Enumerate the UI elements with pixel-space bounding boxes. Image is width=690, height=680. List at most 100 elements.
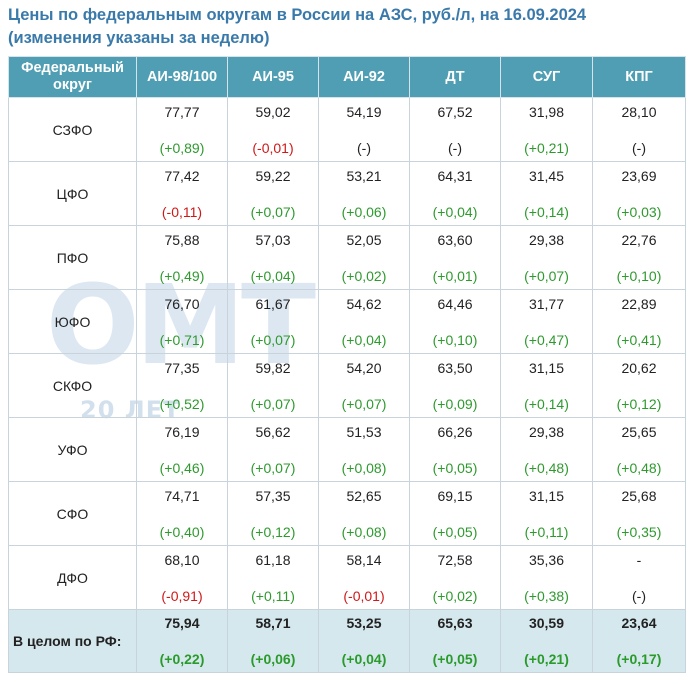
table-row: СЗФО 77,77 (+0,89) 59,02 (-0,01) 54,19 (-) 67,5…: [8, 97, 686, 162]
price-value: 69,15: [437, 487, 473, 504]
price-change: (+0,04): [432, 203, 478, 220]
price-change: (+0,21): [524, 651, 569, 667]
price-value: 57,35: [255, 487, 291, 504]
price-value: 77,42: [164, 167, 200, 184]
price-cell: 51,53 (+0,08): [318, 417, 410, 482]
price-value: 58,14: [346, 551, 382, 568]
price-change: (+0,07): [524, 267, 569, 284]
price-change: (+0,04): [341, 651, 387, 667]
price-value: 66,26: [437, 423, 473, 440]
price-change: (+0,49): [159, 267, 205, 284]
price-value: 22,76: [621, 231, 657, 248]
price-change: (+0,11): [524, 523, 569, 540]
price-cell: 22,89 (+0,41): [592, 289, 686, 354]
price-change: (+0,05): [432, 523, 478, 540]
price-change: (+0,05): [432, 651, 478, 667]
price-value: 64,46: [437, 295, 473, 312]
price-change: (+0,41): [616, 331, 662, 348]
price-cell: 25,68 (+0,35): [592, 481, 686, 546]
price-value: 74,71: [164, 487, 200, 504]
price-change: (-): [632, 587, 646, 604]
price-value: 23,64: [621, 615, 657, 631]
table-row: УФО 76,19 (+0,46) 56,62 (+0,07) 51,53 (+0,08) 6…: [8, 417, 686, 482]
price-cell: 75,94 (+0,22): [136, 609, 228, 673]
table-row: СКФО 77,35 (+0,52) 59,82 (+0,07) 54,20 (+0,07)…: [8, 353, 686, 418]
price-value: 28,10: [621, 103, 657, 120]
price-cell: 53,21 (+0,06): [318, 161, 410, 226]
price-value: 68,10: [164, 551, 200, 568]
price-value: 77,35: [164, 359, 200, 376]
price-cell: 54,20 (+0,07): [318, 353, 410, 418]
price-cell: 35,36 (+0,38): [500, 545, 593, 610]
region-cell: СЗФО: [8, 97, 137, 162]
table-total-row: В целом по РФ: 75,94 (+0,22) 58,71 (+0,06) 53…: [8, 609, 686, 673]
price-change: (+0,07): [250, 331, 296, 348]
price-cell: 29,38 (+0,48): [500, 417, 593, 482]
price-change: (+0,22): [159, 651, 205, 667]
price-cell: 54,62 (+0,04): [318, 289, 410, 354]
price-cell: 66,26 (+0,05): [409, 417, 501, 482]
price-value: 53,25: [346, 615, 382, 631]
header-sug: СУГ: [500, 56, 593, 98]
price-value: 64,31: [437, 167, 473, 184]
price-value: 76,70: [164, 295, 200, 312]
header-region: Федеральный округ: [8, 56, 137, 98]
price-change: (+0,07): [250, 203, 296, 220]
price-change: (+0,05): [432, 459, 478, 476]
price-cell: 69,15 (+0,05): [409, 481, 501, 546]
price-cell: 56,62 (+0,07): [227, 417, 319, 482]
price-value: 54,20: [346, 359, 382, 376]
price-change: (+0,14): [524, 395, 569, 412]
table-row: СФО 74,71 (+0,40) 57,35 (+0,12) 52,65 (+0,08) 6…: [8, 481, 686, 546]
header-dt: ДТ: [409, 56, 501, 98]
price-change: (-0,11): [161, 203, 203, 220]
price-cell: 31,45 (+0,14): [500, 161, 593, 226]
price-cell: 53,25 (+0,04): [318, 609, 410, 673]
region-cell: ЦФО: [8, 161, 137, 226]
price-change: (+0,48): [616, 459, 662, 476]
price-cell: 59,02 (-0,01): [227, 97, 319, 162]
price-value: 23,69: [621, 167, 657, 184]
price-cell: 29,38 (+0,07): [500, 225, 593, 290]
price-value: 77,77: [164, 103, 200, 120]
price-value: 72,58: [437, 551, 473, 568]
price-value: 61,18: [255, 551, 291, 568]
price-value: 76,19: [164, 423, 200, 440]
price-change: (+0,11): [251, 587, 295, 604]
price-change: (+0,07): [341, 395, 387, 412]
price-cell: 59,22 (+0,07): [227, 161, 319, 226]
price-cell: - (-): [592, 545, 686, 610]
price-change: (+0,17): [616, 651, 662, 667]
price-cell: 67,52 (-): [409, 97, 501, 162]
price-change: (-): [632, 139, 646, 156]
region-cell: ЮФО: [8, 289, 137, 354]
price-value: 31,15: [528, 487, 565, 504]
price-cell: 63,60 (+0,01): [409, 225, 501, 290]
price-cell: 72,58 (+0,02): [409, 545, 501, 610]
price-cell: 65,63 (+0,05): [409, 609, 501, 673]
price-value: 59,22: [255, 167, 291, 184]
price-value: 31,77: [528, 295, 565, 312]
price-cell: 74,71 (+0,40): [136, 481, 228, 546]
price-value: 54,19: [346, 103, 382, 120]
price-value: 31,15: [528, 359, 565, 376]
price-change: (+0,07): [250, 459, 296, 476]
price-cell: 54,19 (-): [318, 97, 410, 162]
price-cell: 22,76 (+0,10): [592, 225, 686, 290]
price-change: (+0,46): [159, 459, 205, 476]
price-change: (-0,91): [161, 587, 203, 604]
price-value: 30,59: [528, 615, 565, 631]
price-value: 52,05: [346, 231, 382, 248]
price-cell: 28,10 (-): [592, 97, 686, 162]
price-value: 52,65: [346, 487, 382, 504]
price-cell: 77,35 (+0,52): [136, 353, 228, 418]
price-cell: 58,71 (+0,06): [227, 609, 319, 673]
price-change: (-): [357, 139, 371, 156]
price-value: 61,67: [255, 295, 291, 312]
price-value: 59,02: [255, 103, 291, 120]
price-cell: 61,67 (+0,07): [227, 289, 319, 354]
price-value: 25,65: [621, 423, 657, 440]
price-cell: 25,65 (+0,48): [592, 417, 686, 482]
price-cell: 59,82 (+0,07): [227, 353, 319, 418]
price-value: 51,53: [346, 423, 382, 440]
